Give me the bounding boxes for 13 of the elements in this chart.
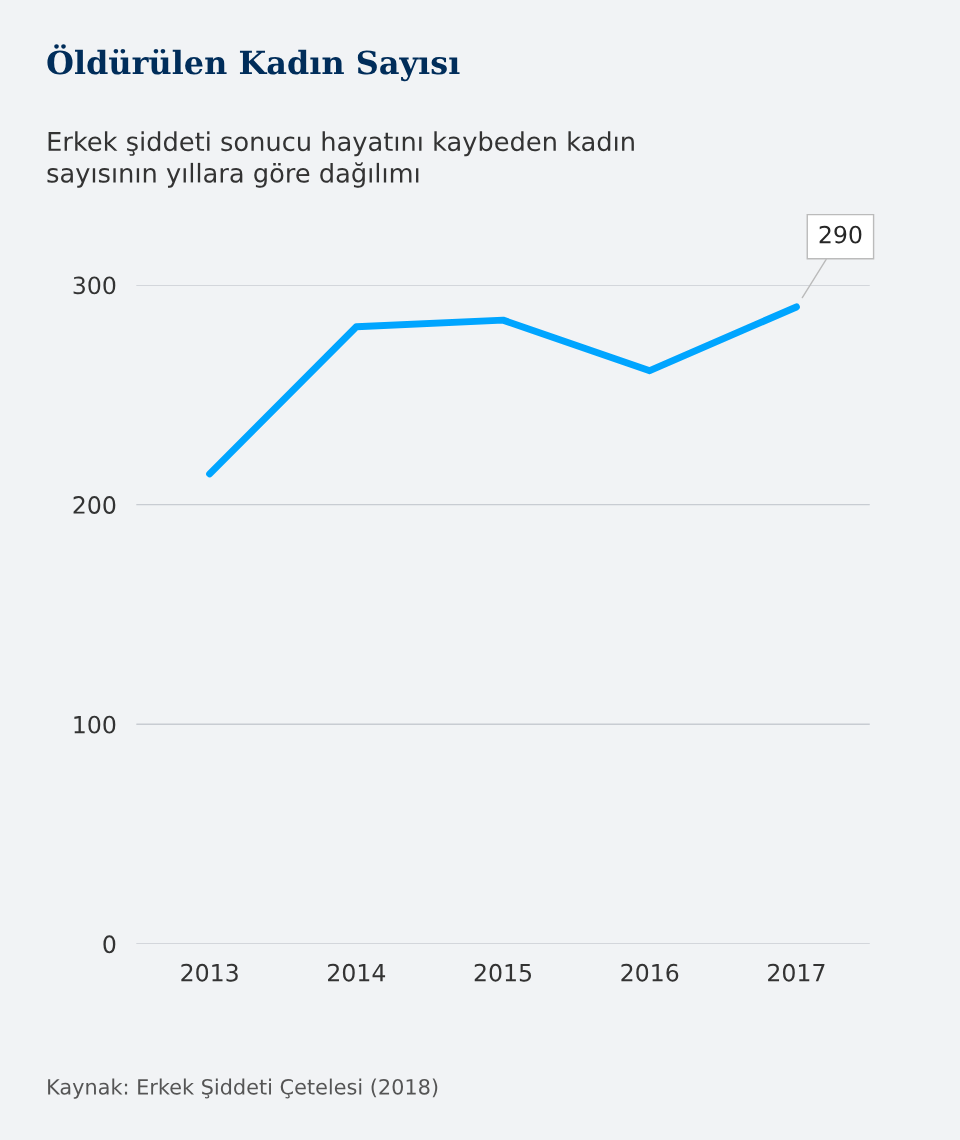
annotation: 290 bbox=[819, 225, 862, 244]
chart-title: Öldürülen Kadın Sayısı bbox=[47, 44, 460, 82]
chart-subtitle: Erkek şiddeti sonucu hayatını kaybeden kadın sayısının yıllara göre dağılımı bbox=[47, 131, 634, 188]
y-tick-label: 100 bbox=[74, 715, 116, 734]
text: Kaynak: Erkek Şiddeti Çetelesi (2018) bbox=[48, 1078, 438, 1099]
y-tick-label: 300 bbox=[73, 276, 116, 295]
x-tick-label: 2014 bbox=[328, 963, 386, 982]
x-tick-label: 2013 bbox=[181, 963, 238, 982]
x-tick-label: 2015 bbox=[474, 963, 532, 982]
x-tick-label: 2016 bbox=[621, 963, 679, 982]
y-tick-label: 200 bbox=[73, 496, 116, 514]
y-tick-label: 0 bbox=[103, 935, 116, 954]
x-tick-label: 2017 bbox=[768, 963, 825, 982]
